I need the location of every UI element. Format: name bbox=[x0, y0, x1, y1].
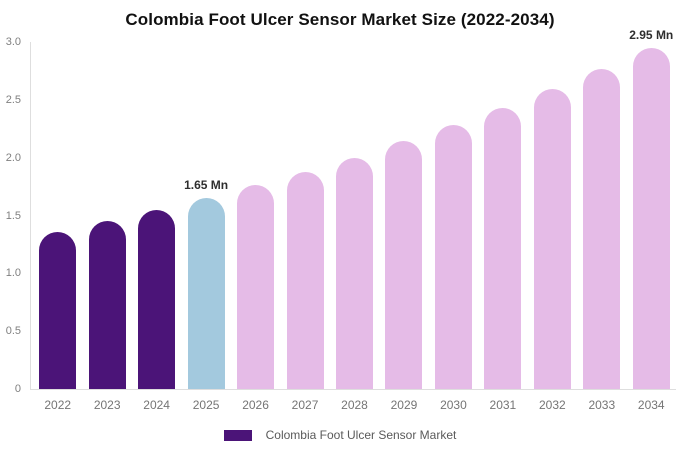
x-tick-label-2024: 2024 bbox=[143, 398, 170, 412]
data-label-2034: 2.95 Mn bbox=[629, 27, 674, 42]
data-label-2025: 1.65 Mn bbox=[184, 178, 229, 193]
chart-title: Colombia Foot Ulcer Sensor Market Size (… bbox=[125, 10, 555, 29]
y-tick-label-2.5: 2.5 bbox=[5, 93, 21, 106]
y-tick-label-3.0: 3.0 bbox=[5, 36, 21, 48]
y-tick-label-1.5: 1.5 bbox=[5, 209, 21, 222]
x-tick-label-2030: 2030 bbox=[440, 398, 467, 412]
x-tick-label-2031: 2031 bbox=[489, 398, 517, 412]
x-tick-label-2029: 2029 bbox=[390, 398, 418, 412]
y-axis-line bbox=[30, 42, 31, 389]
x-tick-label-2023: 2023 bbox=[93, 398, 121, 412]
y-tick-label-2.0: 2.0 bbox=[5, 151, 21, 164]
bar-2033 bbox=[583, 68, 621, 389]
x-tick-label-2032: 2032 bbox=[538, 398, 566, 412]
bar-2026 bbox=[237, 185, 275, 389]
bar-2022 bbox=[39, 231, 77, 389]
x-axis-line bbox=[30, 389, 676, 390]
bar-2029 bbox=[385, 141, 423, 389]
y-tick-label-0.5: 0.5 bbox=[5, 325, 21, 338]
x-tick-label-2026: 2026 bbox=[242, 398, 269, 412]
x-tick-label-2025: 2025 bbox=[192, 398, 220, 412]
x-tick-label-2033: 2033 bbox=[588, 398, 616, 412]
bar-2028 bbox=[336, 157, 373, 389]
y-tick-label-1.0: 1.0 bbox=[5, 267, 21, 280]
x-tick-label-2028: 2028 bbox=[341, 398, 368, 412]
legend-label: Colombia Foot Ulcer Sensor Market bbox=[265, 428, 457, 442]
bar-2032 bbox=[533, 89, 571, 389]
x-tick-label-2027: 2027 bbox=[291, 398, 319, 412]
y-tick-label-0: 0 bbox=[14, 383, 21, 395]
bar-2031 bbox=[484, 107, 522, 389]
x-tick-label-2034: 2034 bbox=[637, 398, 665, 412]
legend-swatch bbox=[223, 429, 252, 441]
bar-2030 bbox=[434, 125, 472, 389]
bar-2025 bbox=[187, 198, 225, 389]
bar-2023 bbox=[88, 221, 126, 389]
legend: Colombia Foot Ulcer Sensor Market bbox=[0, 427, 680, 443]
bar-2034 bbox=[632, 47, 670, 389]
bar-2024 bbox=[138, 209, 176, 389]
bar-2027 bbox=[286, 171, 324, 389]
x-tick-label-2022: 2022 bbox=[44, 398, 72, 412]
